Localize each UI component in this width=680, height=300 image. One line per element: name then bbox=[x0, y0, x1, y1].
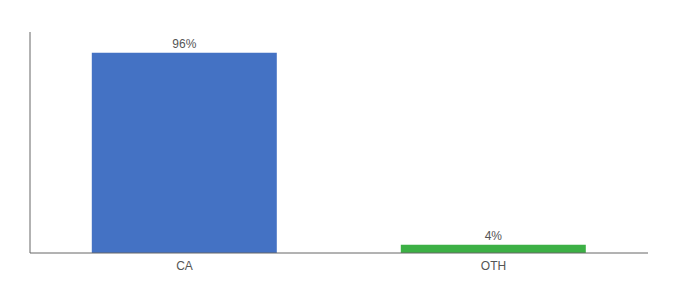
svg-text:96%: 96% bbox=[172, 37, 196, 51]
svg-text:4%: 4% bbox=[485, 229, 503, 243]
svg-text:OTH: OTH bbox=[481, 259, 506, 273]
svg-text:CA: CA bbox=[176, 259, 193, 273]
